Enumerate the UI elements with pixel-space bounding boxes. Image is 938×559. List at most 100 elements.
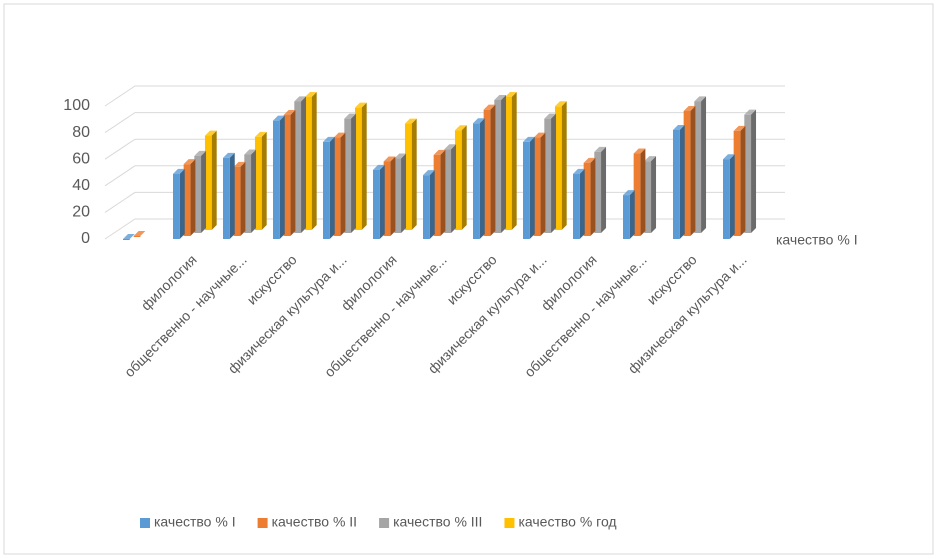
y-tick-label: 80 <box>72 124 90 141</box>
bar-side <box>640 148 646 236</box>
bar <box>323 136 335 239</box>
bar-side <box>329 136 335 239</box>
bar <box>523 136 535 239</box>
bar-side <box>361 102 367 230</box>
bar-side <box>401 153 407 233</box>
bar-side <box>740 125 746 236</box>
bar-top <box>544 113 557 119</box>
bar-side <box>701 96 707 233</box>
bar <box>294 96 307 233</box>
bar <box>494 95 507 233</box>
bar <box>733 125 746 236</box>
bar-front <box>123 239 130 240</box>
bar <box>383 156 396 236</box>
bar-top <box>473 118 485 124</box>
legend-swatch <box>504 518 515 528</box>
bar <box>644 156 657 233</box>
y-tick-label: 100 <box>63 97 90 114</box>
bar-front <box>733 130 741 236</box>
bar-top <box>723 154 735 160</box>
bar-side <box>240 161 246 236</box>
bar-top <box>333 132 346 138</box>
bar <box>123 234 135 240</box>
grid-line <box>104 191 785 213</box>
bar <box>723 154 735 239</box>
bar <box>354 102 367 230</box>
bar-side <box>279 115 285 239</box>
bar <box>254 131 267 230</box>
bar-front <box>394 158 402 233</box>
bar-top <box>254 131 267 137</box>
bar <box>694 96 707 233</box>
bar <box>504 92 517 230</box>
bar <box>423 170 435 239</box>
bar-front <box>533 137 541 236</box>
bar-top <box>373 164 385 170</box>
bar-front <box>583 162 591 236</box>
bar <box>454 125 467 230</box>
bar-front <box>683 110 691 236</box>
bar <box>304 92 317 230</box>
bar-front <box>244 154 252 233</box>
bar <box>133 231 146 237</box>
bar-front <box>323 141 330 239</box>
bar <box>283 109 296 236</box>
bar-front <box>594 151 602 233</box>
bar-front <box>223 157 230 239</box>
bar <box>583 157 596 236</box>
bar-side <box>651 156 657 233</box>
bar-front <box>494 100 502 233</box>
bar-front <box>404 123 412 230</box>
bar-top <box>383 156 396 162</box>
bar-front <box>623 195 630 239</box>
bar <box>623 190 635 239</box>
bar-side <box>679 124 685 239</box>
bar-front <box>344 118 352 233</box>
bar-front <box>444 149 452 233</box>
bar <box>594 146 607 233</box>
bar-front <box>573 173 580 239</box>
bar <box>183 159 196 236</box>
bar <box>433 149 446 236</box>
legend-label: качество % год <box>518 514 616 530</box>
grid-line <box>104 85 785 107</box>
bar-side <box>440 149 446 236</box>
bar-front <box>194 155 202 233</box>
bar-top <box>494 95 507 100</box>
bar-top <box>194 150 207 156</box>
bar-side <box>340 132 346 236</box>
bar <box>573 168 585 239</box>
legend-label: качество % I <box>154 514 236 530</box>
bar <box>194 150 207 233</box>
bar-top <box>223 152 235 158</box>
bar-side <box>179 168 185 239</box>
legend-label: качество % III <box>393 514 482 530</box>
legend-swatch <box>140 518 150 528</box>
bar <box>394 153 407 233</box>
bar <box>633 148 646 236</box>
bar-front <box>673 129 680 239</box>
bar-top <box>354 102 367 108</box>
grid-line <box>104 165 785 187</box>
bar-top <box>623 190 635 196</box>
bar-top <box>204 130 217 136</box>
bar-top <box>454 125 467 131</box>
depth-axis-label: качество % I <box>776 232 858 248</box>
bar-top <box>533 132 546 138</box>
bar-top <box>554 101 567 107</box>
bar <box>223 152 235 239</box>
bar-front <box>694 101 702 233</box>
bar-side <box>511 92 517 230</box>
bar-front <box>333 137 341 236</box>
bar-top <box>294 96 307 102</box>
bar-top <box>404 118 417 124</box>
bar-front <box>483 109 491 236</box>
bar-top <box>183 159 196 165</box>
bar-side <box>540 132 546 236</box>
bar-top <box>644 156 657 162</box>
bar-side <box>190 159 196 236</box>
bar-top <box>673 124 685 130</box>
bar-side <box>351 113 357 233</box>
bar-side <box>211 130 217 230</box>
bar-front <box>133 236 141 237</box>
